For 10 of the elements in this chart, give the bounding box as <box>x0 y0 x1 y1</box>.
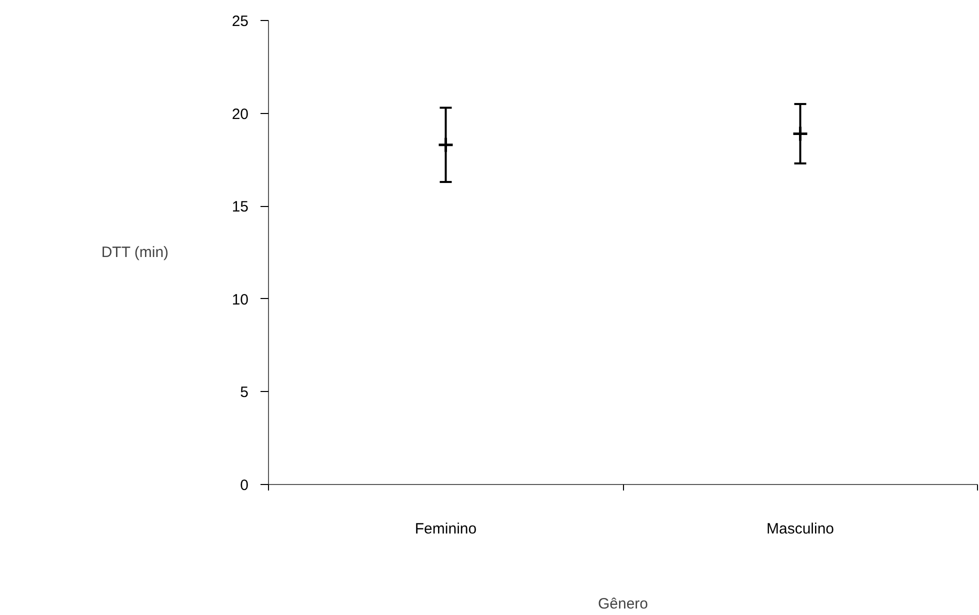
y-tick-label: 10 <box>232 291 249 308</box>
x-axis-title: Gênero <box>598 596 648 612</box>
y-tick-label: 25 <box>232 13 249 30</box>
x-tick-label: Feminino <box>414 520 477 538</box>
y-axis-title: DTT (min) <box>101 244 169 261</box>
x-tick-label: Masculino <box>766 520 834 538</box>
y-tick-label: 5 <box>240 384 248 402</box>
y-tick-label: 15 <box>232 198 249 216</box>
y-tick-label: 20 <box>232 106 249 123</box>
y-tick-label: 0 <box>240 477 248 494</box>
